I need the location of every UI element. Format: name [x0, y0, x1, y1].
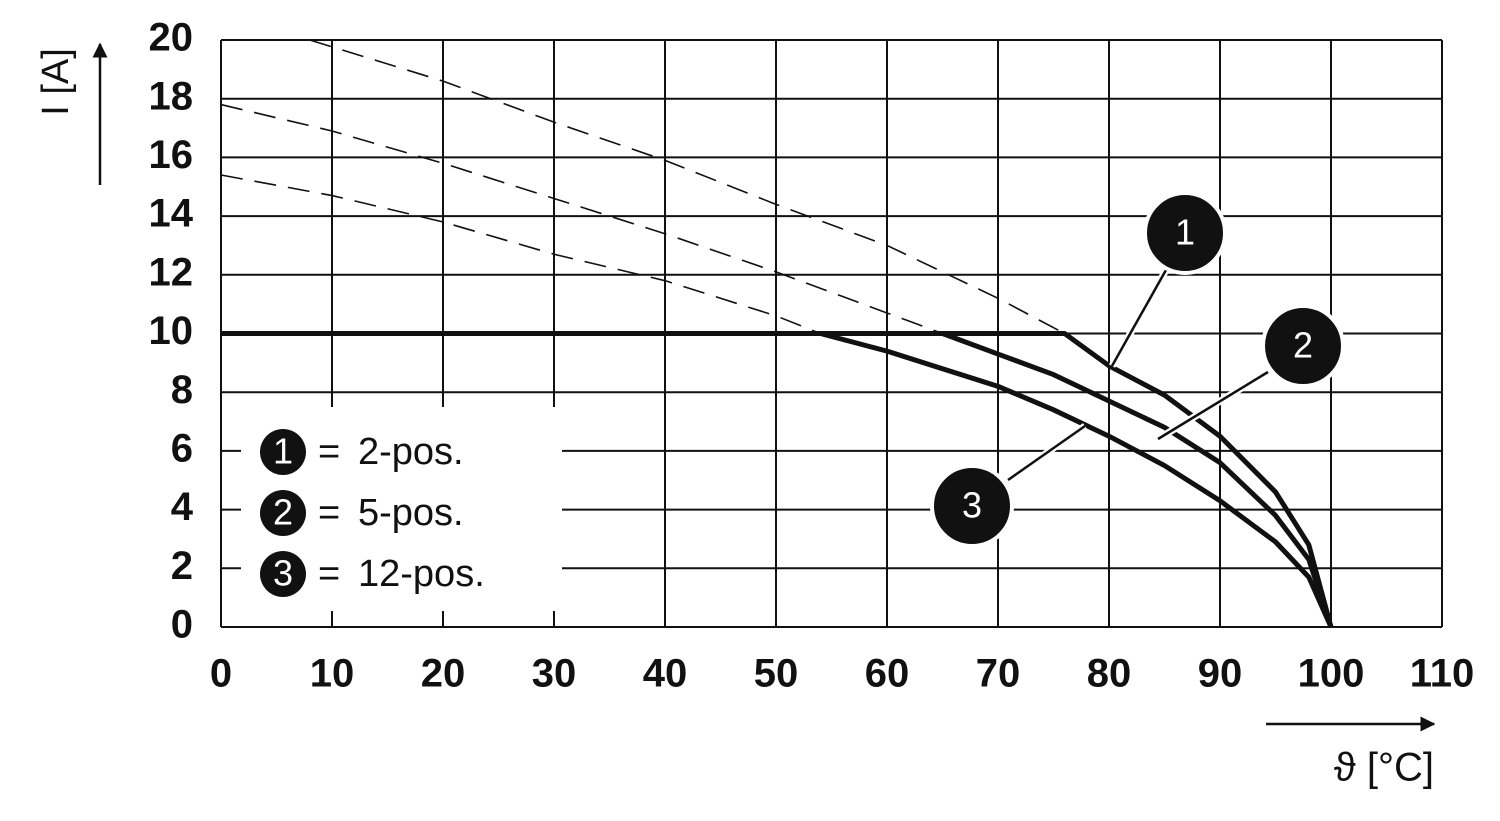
- callout-badge: [930, 464, 1014, 548]
- x-tick-label: 100: [1298, 652, 1365, 696]
- series-line: [221, 331, 1334, 629]
- y-tick-label: 8: [171, 368, 193, 412]
- callout-number: 2: [1293, 325, 1313, 366]
- dashed-line: [309, 39, 1065, 335]
- legend-number: 2: [273, 492, 293, 533]
- y-tick-label: 2: [171, 544, 193, 588]
- x-tick-label: 0: [210, 652, 232, 696]
- y-tick-label: 16: [149, 133, 194, 177]
- y-tick-label: 0: [171, 603, 193, 647]
- x-tick-label: 90: [1198, 652, 1243, 696]
- y-tick-label: 14: [149, 192, 194, 236]
- legend-number: 1: [273, 431, 293, 472]
- x-tick-label: 20: [421, 652, 466, 696]
- callout-badge: [1261, 304, 1345, 388]
- y-axis-label: I [A]: [35, 48, 77, 116]
- dashed-line: [220, 103, 943, 335]
- legend-label: 2-pos.: [358, 431, 464, 473]
- dashed-line: [220, 174, 821, 335]
- y-tick-label: 20: [149, 16, 194, 60]
- legend-badge: [260, 551, 306, 597]
- x-tick-label: 10: [310, 652, 355, 696]
- y-tick-label: 12: [149, 250, 194, 294]
- legend-badge: [260, 490, 306, 536]
- x-tick-label: 110: [1410, 652, 1475, 696]
- callout-badge: [1143, 191, 1227, 275]
- series-line: [221, 331, 1334, 628]
- x-tick-label: 70: [976, 652, 1021, 696]
- legend-number: 3: [273, 553, 293, 594]
- callout-number: 1: [1175, 212, 1195, 253]
- x-tick-label: 30: [532, 652, 577, 696]
- legend-separator: =: [318, 431, 340, 473]
- legend: 1 = 2-pos. 2 = 5-pos. 3 = 12-pos.: [241, 407, 562, 611]
- y-tick-label: 4: [171, 485, 194, 529]
- legend-badge: [260, 429, 306, 475]
- x-tick-label: 60: [865, 652, 910, 696]
- y-tick-label: 10: [149, 309, 194, 353]
- x-tick-label: 80: [1087, 652, 1132, 696]
- legend-label: 12-pos.: [358, 553, 485, 595]
- legend-separator: =: [318, 492, 340, 534]
- leader-line: [1157, 370, 1269, 441]
- legend-label: 5-pos.: [358, 492, 464, 534]
- legend-separator: =: [318, 553, 340, 595]
- x-tick-label: 40: [643, 652, 688, 696]
- x-tick-label: 50: [754, 652, 799, 696]
- plot: 1 2 3: [220, 39, 1345, 629]
- leader-line: [1110, 269, 1168, 367]
- callout-number: 3: [962, 485, 982, 526]
- y-tick-label: 6: [171, 426, 193, 470]
- y-tick-label: 18: [149, 74, 194, 118]
- leader-line: [1007, 424, 1086, 482]
- x-axis-label: ϑ [°C]: [1334, 746, 1434, 790]
